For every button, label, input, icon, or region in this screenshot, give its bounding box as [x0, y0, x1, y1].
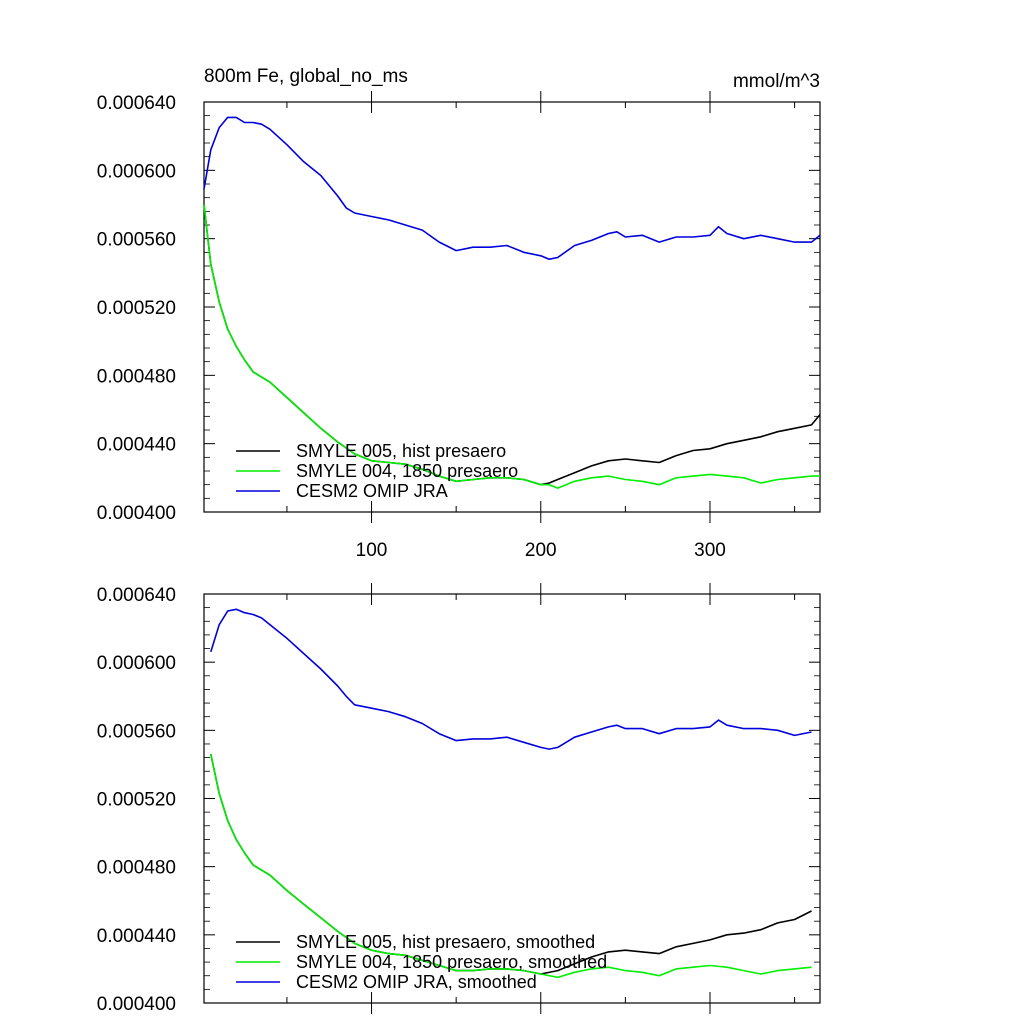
legend-label: CESM2 OMIP JRA, smoothed [296, 972, 537, 992]
series-line-2 [203, 204, 820, 489]
y-tick-label: 0.000440 [97, 435, 176, 456]
legend-label: SMYLE 005, hist presaero [296, 441, 506, 461]
y-tick-label: 0.000600 [97, 653, 176, 674]
x-tick-label: 100 [356, 540, 388, 561]
series-line-2 [210, 754, 812, 979]
y-tick-label: 0.000560 [97, 230, 176, 251]
y-tick-label: 0.000600 [97, 161, 176, 182]
x-tick-label: 200 [525, 540, 557, 561]
legend-label: SMYLE 004, 1850 presaero, smoothed [296, 952, 607, 972]
y-tick-label: 0.000400 [97, 994, 176, 1015]
y-tick-label: 0.000400 [97, 503, 176, 524]
y-tick-label: 0.000480 [97, 858, 176, 879]
chart-panel-2: 0.000400 0.000440 0.000480 0.000520 0.000560… [97, 583, 821, 1015]
series-line-3 [210, 608, 812, 750]
y-tick-label: 0.000520 [97, 298, 176, 319]
chart-panel-1: 0.000400 0.000440 0.000480 0.000520 0.000560… [97, 66, 821, 561]
units-label: mmol/m^3 [733, 71, 820, 92]
y-tick-label: 0.000640 [97, 93, 176, 114]
series-line-3 [203, 116, 821, 261]
y-tick-label: 0.000640 [97, 585, 176, 606]
y-tick-label: 0.000480 [97, 366, 176, 387]
chart-title: 800m Fe, global_no_ms [204, 66, 408, 87]
y-tick-label: 0.000560 [97, 721, 176, 742]
y-tick-label: 0.000520 [97, 790, 176, 811]
x-tick-label: 300 [694, 540, 726, 561]
legend-label: CESM2 OMIP JRA [296, 481, 448, 501]
legend-label: SMYLE 004, 1850 presaero [296, 461, 518, 481]
y-tick-label: 0.000440 [97, 926, 176, 947]
legend-label: SMYLE 005, hist presaero, smoothed [296, 932, 595, 952]
